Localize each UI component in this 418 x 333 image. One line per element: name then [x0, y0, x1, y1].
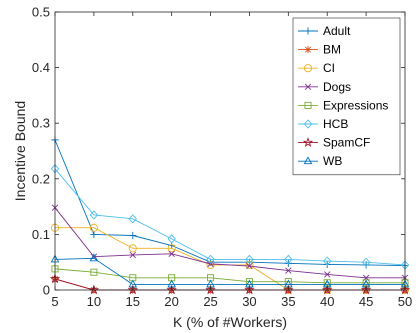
x-tick-label: 20 [164, 294, 178, 309]
x-tick-label: 40 [320, 294, 334, 309]
series-line-wb [54, 257, 405, 285]
data-point-hcb [323, 256, 332, 266]
data-point-spamcf [244, 284, 255, 295]
data-point-hcb [128, 214, 137, 224]
data-point-spamcf [205, 284, 216, 295]
data-point-hcb [206, 254, 215, 265]
legend-marker [302, 137, 314, 148]
x-tick-label: 25 [203, 294, 217, 309]
data-point-spamcf [360, 284, 372, 295]
data-point-ci [245, 260, 254, 270]
legend-item-spamcf: SpamCF [298, 136, 370, 150]
data-point-expressions [90, 268, 98, 276]
legend-marker [304, 83, 312, 90]
data-point-dogs [324, 271, 331, 278]
legend-item-hcb: HCB [298, 117, 348, 131]
data-point-spamcf [399, 284, 411, 295]
legend-marker [303, 64, 313, 73]
axes-box [54, 11, 406, 291]
data-point-spamcf [127, 284, 138, 295]
data-point-ci [128, 244, 137, 253]
legend-item-wb: WB [298, 154, 342, 168]
data-point-ci [167, 244, 176, 253]
axes-layer: 5 10 15 20 25 30 35 40 45 50 0 0.1 0.2 0.3 0.4 0.5 [32, 5, 412, 310]
x-tick-label: 10 [87, 294, 101, 309]
legend-label: Dogs [323, 80, 351, 94]
legend-label: SpamCF [323, 136, 370, 150]
series-line-hcb [54, 168, 406, 266]
legend-box [292, 17, 401, 176]
y-tick-label: 0.2 [32, 171, 50, 186]
x-tick-label: 35 [281, 294, 295, 309]
data-point-adult [90, 230, 98, 238]
legend-item-expressions: Expressions [298, 98, 388, 112]
x-tick-label: 50 [398, 294, 412, 309]
data-point-hcb [284, 254, 293, 265]
x-tick-label: 5 [51, 294, 58, 309]
legend-marker [303, 156, 313, 165]
data-point-ci [206, 260, 215, 270]
data-point-dogs [246, 262, 253, 270]
data-point-hcb [167, 234, 176, 244]
legend-marker [304, 101, 312, 109]
y-tick-label: 0.1 [32, 227, 50, 242]
y-tick-label: 0.3 [32, 116, 50, 131]
data-point-dogs [129, 251, 136, 259]
legend-marker [303, 119, 313, 129]
data-point-wb [89, 253, 99, 262]
legend-label: HCB [323, 117, 348, 131]
data-point-ci [89, 223, 98, 232]
legend: Adult BM CI Dogs Expressions HCB SpamCF WB [292, 17, 401, 176]
legend-item-ci: CI [298, 61, 335, 75]
legend-label: CI [323, 61, 335, 75]
y-tick-label: 0 [43, 283, 50, 298]
x-tick-label: 45 [359, 294, 373, 309]
data-point-spamcf [322, 284, 333, 295]
data-point-dogs [168, 250, 175, 258]
legend-item-dogs: Dogs [298, 80, 351, 94]
legend-label: BM [323, 43, 341, 57]
y-tick-label: 0.4 [32, 60, 50, 75]
legend-label: WB [323, 154, 342, 168]
y-axis-title: Incentive Bound [12, 101, 28, 201]
legend-marker [304, 27, 312, 35]
x-tick-label: 15 [126, 294, 140, 309]
data-point-hcb [89, 210, 99, 220]
data-point-dogs [285, 267, 292, 274]
legend-item-adult: Adult [298, 24, 351, 38]
series-line-dogs [54, 207, 405, 279]
x-tick-label: 30 [242, 294, 256, 309]
y-tick-label: 0.5 [32, 5, 50, 20]
legend-label: Adult [323, 24, 351, 38]
data-point-spamcf [166, 284, 177, 295]
data-point-spamcf [88, 284, 100, 295]
data-point-hcb [245, 254, 254, 265]
data-point-adult [129, 231, 137, 240]
series-line-adult [54, 139, 406, 266]
series-hcb [50, 164, 410, 270]
series-line-expressions [54, 268, 405, 284]
legend-item-bm: BM [298, 43, 341, 57]
x-axis-title: K (% of #Workers) [173, 314, 287, 330]
data-point-spamcf [283, 284, 294, 295]
legend-label: Expressions [323, 98, 388, 112]
legend-marker [304, 46, 312, 54]
data-point-hcb [361, 257, 371, 267]
